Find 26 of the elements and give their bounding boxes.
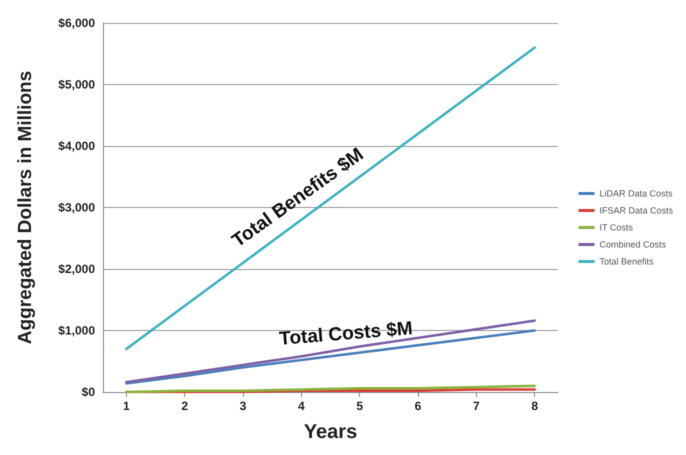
x-axis-title: Years bbox=[304, 421, 358, 443]
line-series bbox=[125, 319, 536, 384]
x-tick-label: 7 bbox=[472, 399, 480, 413]
annotation: Total Costs $M bbox=[278, 318, 414, 350]
x-tick-label: 4 bbox=[298, 399, 305, 413]
y-tick-label: $1,000 bbox=[58, 324, 96, 338]
y-tick-label: $0 bbox=[82, 385, 96, 399]
legend-label: IT Costs bbox=[599, 222, 634, 232]
x-tick-label: 2 bbox=[181, 399, 188, 413]
line-series bbox=[125, 46, 536, 350]
y-tick-label: $6,000 bbox=[58, 16, 96, 30]
y-tick-label: $5,000 bbox=[58, 78, 96, 92]
y-tick-label: $3,000 bbox=[58, 200, 96, 214]
x-tick-label: 8 bbox=[531, 399, 538, 413]
y-tick-label: $2,000 bbox=[58, 262, 96, 276]
legend-label: IFSAR Data Costs bbox=[599, 206, 674, 216]
legend-label: Combined Costs bbox=[599, 240, 667, 250]
x-tick-label: 5 bbox=[356, 399, 364, 413]
legend-label: LiDAR Data Costs bbox=[599, 188, 674, 198]
legend-label: Total Benefits bbox=[599, 256, 654, 266]
x-tick-label: 1 bbox=[122, 399, 130, 413]
y-tick-label: $4,000 bbox=[58, 139, 96, 153]
x-tick-label: 3 bbox=[240, 399, 247, 413]
x-tick-label: 6 bbox=[414, 399, 422, 413]
y-axis-title: Aggregated Dollars in Millions bbox=[15, 70, 36, 344]
line-series bbox=[125, 384, 536, 394]
